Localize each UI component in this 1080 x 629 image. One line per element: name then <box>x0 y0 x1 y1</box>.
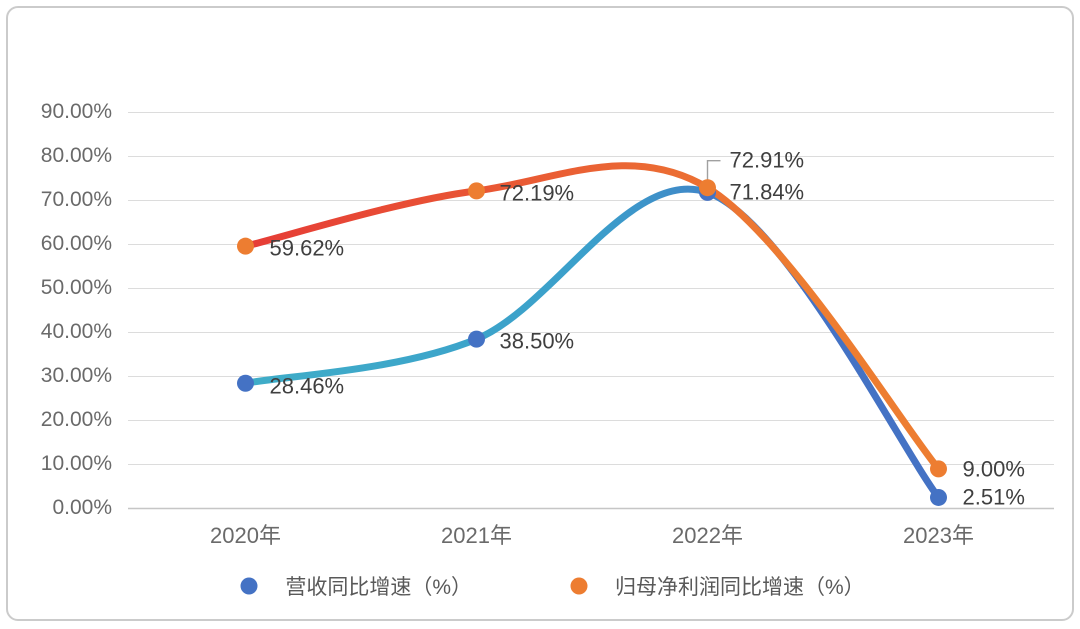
y-tick-label: 70.00% <box>40 187 112 211</box>
series-line-0 <box>244 185 942 500</box>
y-tick-label: 20.00% <box>40 407 112 431</box>
y-tick-label: 10.00% <box>40 451 112 475</box>
data-point-marker <box>930 460 947 478</box>
x-tick-label: 2020年 <box>210 522 281 548</box>
data-label: 59.62% <box>269 235 345 261</box>
x-tick-label: 2021年 <box>441 522 512 548</box>
x-tick-label: 2022年 <box>672 522 743 548</box>
chart-card: 0.00% 10.00% 20.00% 30.00% 40.00% 50.00% 60.00… <box>6 6 1074 621</box>
series-line-1 <box>244 162 942 472</box>
y-tick-label: 0.00% <box>52 495 112 519</box>
legend-item-net-profit: 归母净利润同比增速（%） <box>545 571 865 601</box>
y-tick-label: 60.00% <box>40 231 112 255</box>
data-point-marker <box>237 374 254 392</box>
data-point-marker <box>468 330 485 348</box>
data-label: 2.51% <box>962 484 1025 510</box>
y-tick-label: 40.00% <box>40 319 112 343</box>
chart-canvas <box>128 112 1054 510</box>
plot-area: 0.00% 10.00% 20.00% 30.00% 40.00% 50.00% 60.00… <box>8 8 1072 619</box>
y-tick-label: 30.00% <box>40 363 112 387</box>
legend-line-revenue-icon <box>215 577 283 595</box>
data-label: 72.91% <box>729 147 805 173</box>
data-point-marker <box>930 488 947 506</box>
y-tick-label: 90.00% <box>40 99 112 123</box>
data-label: 38.50% <box>499 328 575 354</box>
legend: 营收同比增速（%） 归母净利润同比增速（%） <box>8 571 1072 601</box>
legend-line-net-profit-icon <box>545 577 613 595</box>
legend-label-revenue: 营收同比增速（%） <box>285 576 472 599</box>
data-point-marker <box>699 179 716 197</box>
data-label: 9.00% <box>962 456 1025 482</box>
data-label: 71.84% <box>729 179 805 205</box>
y-tick-label: 80.00% <box>40 143 112 167</box>
legend-label-net-profit: 归母净利润同比增速（%） <box>615 576 865 599</box>
label-leader-line <box>706 159 721 180</box>
legend-item-revenue: 营收同比增速（%） <box>215 571 472 601</box>
data-point-marker <box>468 182 485 200</box>
data-label: 28.46% <box>269 373 345 399</box>
y-tick-label: 50.00% <box>40 275 112 299</box>
data-point-marker <box>237 237 254 255</box>
data-label: 72.19% <box>499 180 575 206</box>
x-tick-label: 2023年 <box>903 522 974 548</box>
